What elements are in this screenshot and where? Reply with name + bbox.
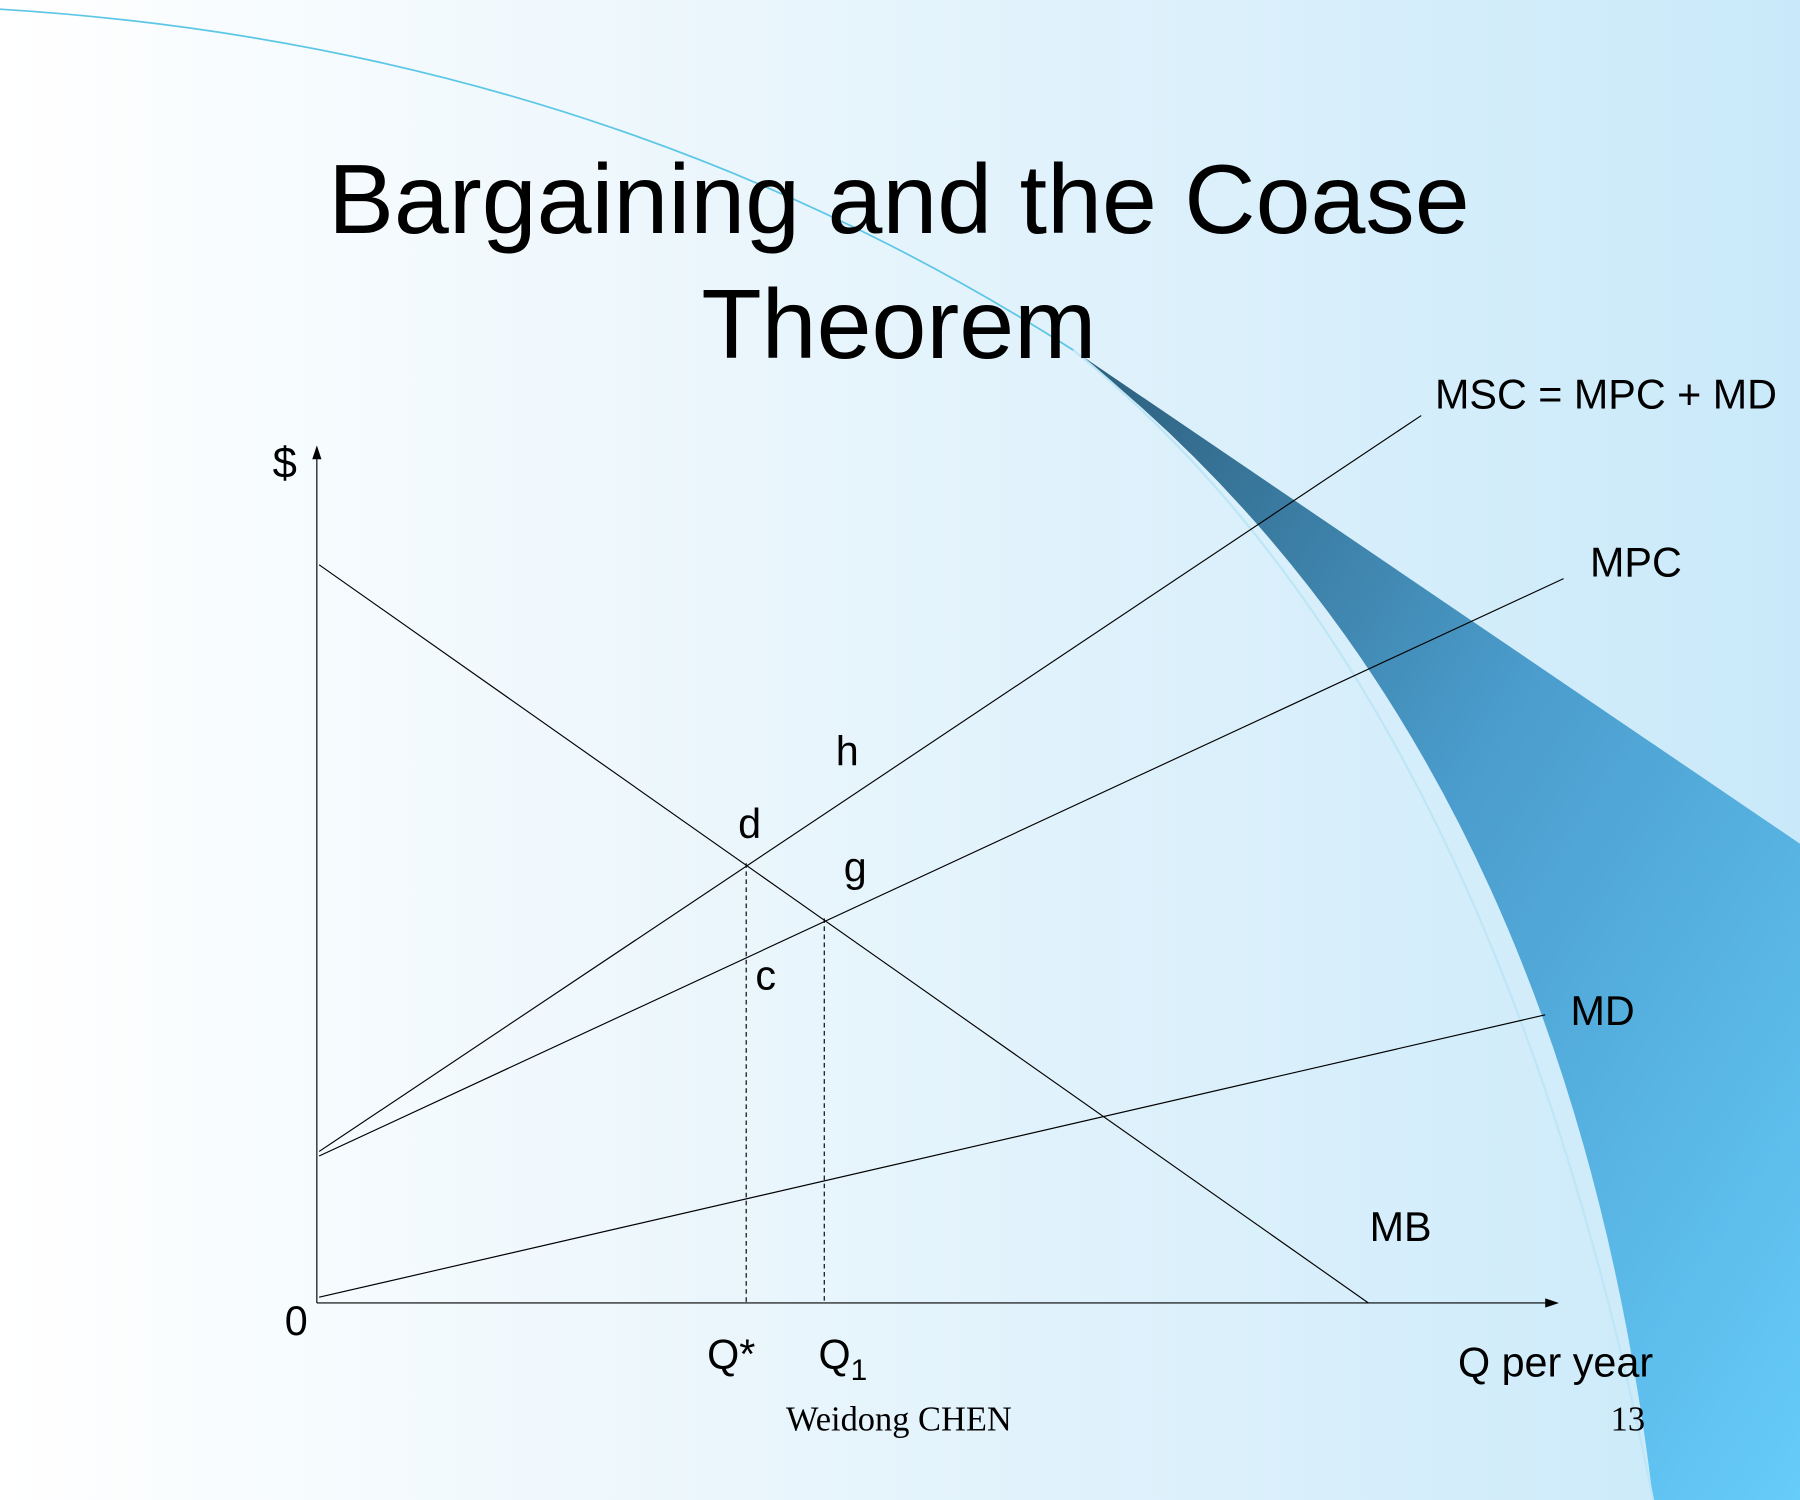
decor-arc: [0, 8, 1074, 351]
y-axis-arrow: [312, 445, 322, 460]
q1-subscript: 1: [851, 1354, 868, 1387]
md-curve: [319, 1014, 1546, 1298]
q1-label: Q1: [819, 1331, 868, 1386]
title-line: Theorem: [701, 269, 1096, 379]
origin-label: 0: [285, 1298, 308, 1344]
msc-curve: [318, 415, 1422, 1152]
decor-swoosh: [1073, 350, 1800, 1500]
x-axis-arrow: [1545, 1298, 1559, 1308]
decor-edge: [1072, 349, 1655, 1500]
point-label: d: [738, 801, 761, 847]
diagram: $ 0 Q* Q1 Q per year MSC = MPC + MD MPC …: [273, 372, 1777, 1387]
mb-curve: [318, 564, 1369, 1304]
point-label: h: [836, 729, 859, 775]
curve-label: MD: [1570, 988, 1634, 1034]
point-label: c: [755, 953, 776, 999]
page-number: 13: [1611, 1400, 1645, 1438]
point-label: g: [844, 845, 867, 891]
mpc-curve: [318, 578, 1564, 1157]
curve-label: MSC = MPC + MD: [1435, 372, 1777, 418]
q-star-label: Q*: [707, 1331, 755, 1377]
x-axis-label: Q per year: [1458, 1339, 1653, 1385]
footer-author: Weidong CHEN: [786, 1400, 1012, 1438]
title-line: Bargaining and the Coase: [328, 144, 1470, 254]
q1-main: Q: [819, 1331, 851, 1377]
y-axis-label: $: [273, 440, 297, 488]
curve-label: MB: [1370, 1204, 1432, 1250]
curve-label: MPC: [1590, 539, 1682, 585]
